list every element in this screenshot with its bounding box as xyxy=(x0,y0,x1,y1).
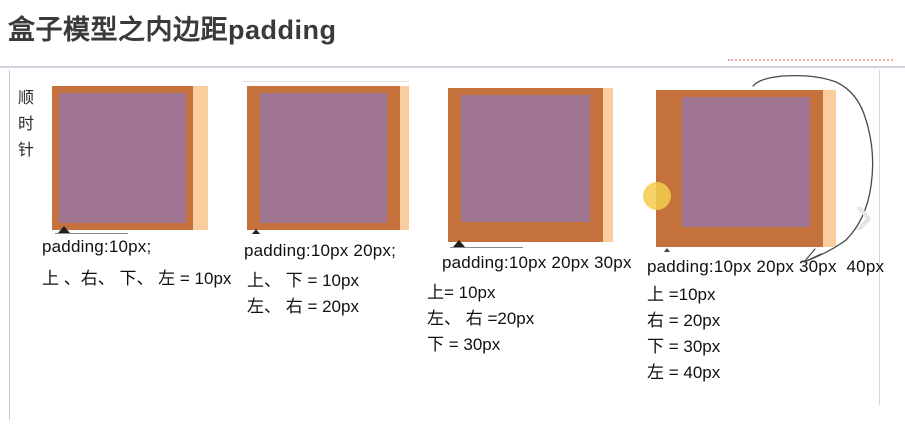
box-diagram-1-padding-area xyxy=(52,86,193,230)
explain-line-4c: 下 = 30px xyxy=(647,337,721,356)
code-label-2: padding:10px 20px; xyxy=(244,241,397,260)
box-diagram-3-margin-strip xyxy=(603,88,613,242)
explain-line-2a: 上、 下 = 10px xyxy=(247,271,359,290)
explain-line-3a: 上= 10px xyxy=(427,283,496,302)
explain-line-4d: 左 = 40px xyxy=(647,363,721,382)
title-divider xyxy=(0,66,905,68)
clockwise-vertical-label: 顺 时 针 xyxy=(18,86,34,164)
yellow-highlight-dot-icon xyxy=(643,182,671,210)
page-title: 盒子模型之内边距padding xyxy=(8,15,337,45)
clockwise-char: 顺 xyxy=(18,90,35,107)
box-diagram-3-padding-area xyxy=(448,88,603,242)
box-diagram-1-margin-strip xyxy=(193,86,208,230)
triangle-up-icon xyxy=(664,248,670,252)
box-diagram-4-margin-strip xyxy=(823,90,836,247)
clockwise-char: 时 xyxy=(18,116,35,133)
triangle-up-icon xyxy=(58,226,70,233)
code-label-4: padding:10px 20px 30px 40px xyxy=(647,257,885,276)
box-diagram-2-padding-area xyxy=(247,86,400,230)
code-label-3: padding:10px 20px 30px xyxy=(442,253,632,272)
box-diagram-3-content-area xyxy=(461,94,590,223)
red-dotted-annotation-line xyxy=(728,59,893,61)
code-label-1: padding:10px; xyxy=(42,237,152,256)
explain-line-3c: 下 = 30px xyxy=(427,335,501,354)
box-1-underline-marker xyxy=(55,233,128,234)
explain-line-4a: 上 =10px xyxy=(647,285,716,304)
explain-line-1a: 上 、右、 下、 左 = 10px xyxy=(42,269,232,288)
explain-line-3b: 左、 右 =20px xyxy=(427,309,535,328)
box-2-top-guide-line xyxy=(243,81,409,82)
left-edge-line xyxy=(9,70,10,420)
clockwise-char: 针 xyxy=(18,142,35,159)
box-diagram-2-margin-strip xyxy=(400,86,409,230)
box-3-underline-marker xyxy=(450,247,523,248)
explain-line-4b: 右 = 20px xyxy=(647,311,721,330)
box-diagram-2-content-area xyxy=(260,92,387,224)
box-diagram-4-padding-area xyxy=(656,90,823,247)
triangle-up-icon xyxy=(252,229,260,234)
box-diagram-1-content-area xyxy=(58,92,187,224)
explain-line-2b: 左、 右 = 20px xyxy=(247,297,359,316)
box-diagram-4-content-area xyxy=(682,96,810,228)
right-edge-line xyxy=(879,70,880,405)
triangle-up-icon xyxy=(453,240,465,247)
next-arrow-icon[interactable]: › xyxy=(854,182,874,247)
